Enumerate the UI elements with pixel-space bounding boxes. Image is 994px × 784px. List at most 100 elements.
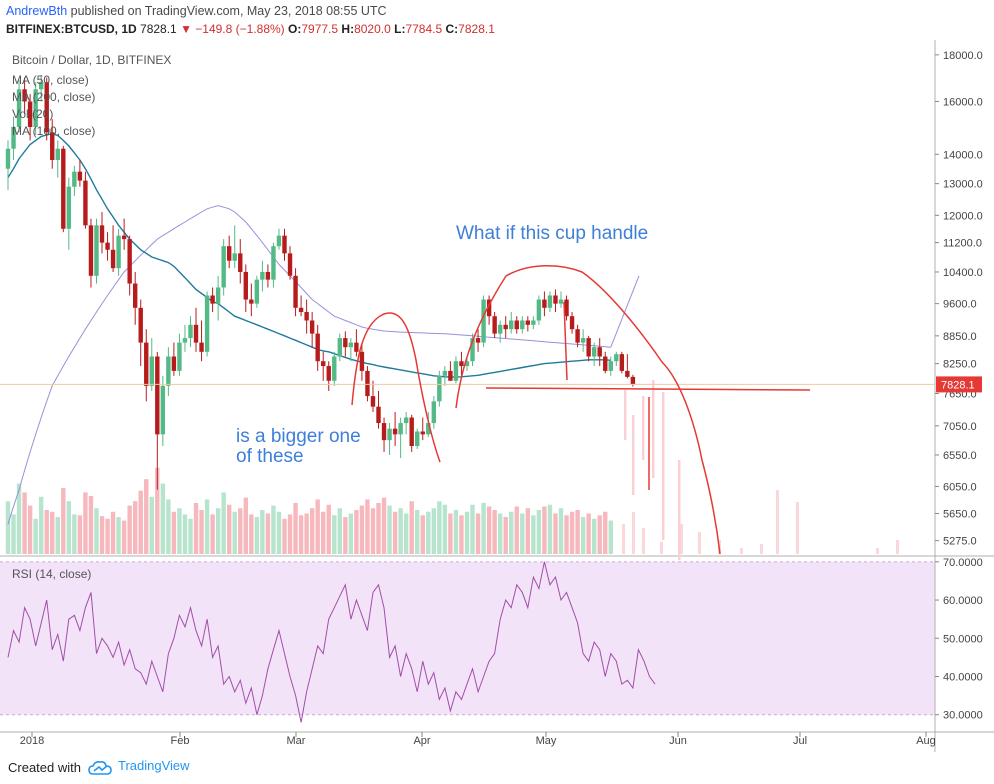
volume-bar [304,513,309,554]
volume-bar [398,508,403,554]
candle-body [403,417,409,424]
candle [321,351,326,381]
candle [398,417,403,458]
candle [619,351,625,374]
volume-bar [315,499,320,554]
candle-body [470,338,475,362]
volume-bar [740,548,743,554]
volume-bar [99,516,105,554]
volume-bar [33,518,38,554]
close-label: C: [445,22,459,36]
candle [16,79,22,133]
candle-body [381,423,387,441]
candle [132,271,138,325]
candle [309,311,315,348]
volume-bar [348,513,354,554]
candle-body [193,324,199,343]
time-tick-label: May [536,735,557,747]
candle-body [431,401,437,424]
price-tick-label: 18000.0 [943,50,983,62]
candle [88,218,94,288]
candle-body [11,127,16,149]
volume-bar [121,520,127,554]
projection-bar [678,460,681,560]
handle-left-line [563,301,568,381]
candle-body [99,225,105,243]
low-value: 7784.5 [405,22,443,36]
candle [155,351,160,490]
candle-body [575,329,580,343]
candle-body [481,299,486,343]
price-tick-label: 16000.0 [943,96,983,108]
candle [166,347,171,397]
candle [315,324,320,371]
candle-body [105,242,110,250]
chart-area[interactable]: 18000.0 16000.0 14000.0 13000.0 12000.0 11200… [0,40,994,752]
volume-bar [365,499,370,554]
volume-bar [420,515,425,554]
candle [105,232,110,261]
candle [597,338,602,367]
candle-body [614,354,619,362]
volume-bar [127,505,132,554]
candle-body [243,271,248,300]
volume-bar [431,508,437,554]
time-tick-label: Jul [793,735,807,747]
volume-bar [238,508,243,554]
volume-bar [796,502,799,554]
volume-bar [492,510,497,554]
candle [591,342,597,367]
tradingview-brand[interactable]: TradingView [118,758,190,773]
candle-body [94,225,99,276]
volume-bar [132,501,138,554]
candle-body [542,299,547,308]
volume-bar [453,510,459,554]
candle [420,417,425,441]
candle-body [188,324,193,339]
volume-bar [11,514,16,554]
candle-body [442,370,448,376]
price-tick-label: 8250.0 [943,359,977,371]
candle [138,299,143,367]
price-tick-label: 8850.0 [943,331,977,343]
candle-body [160,385,166,435]
candle-body [497,324,503,334]
candle [171,342,177,376]
candle [569,311,575,334]
volume-bar [370,508,376,554]
author-link[interactable]: AndrewBth [6,4,68,18]
candle [232,225,237,269]
candle [553,289,558,312]
candle [603,351,608,374]
candle [376,390,381,429]
candle-body [531,320,536,325]
candle [94,218,99,284]
candle-body [304,311,309,321]
volume-bar [509,511,514,554]
volume-bar [564,515,569,554]
rsi-legend: RSI (14, close) [12,567,91,581]
volume-bar [243,497,248,554]
candle [475,329,481,352]
candle-body [204,295,210,352]
volume-bar [660,542,663,554]
candle [271,242,276,288]
candle [481,295,486,348]
projection-bar [642,396,645,460]
price-tick-label: 10400.0 [943,267,983,279]
candle-body [520,320,525,330]
candle-body [38,82,44,90]
candle-body [265,271,271,280]
candle [359,342,365,381]
candle [586,335,591,362]
candle-body [5,148,11,169]
candle-body [514,320,519,330]
volume-bar [204,499,210,554]
time-tick-label: 2018 [20,735,44,747]
volume-bar [459,515,464,554]
volume-bar [171,511,177,554]
close-value: 7828.1 [458,22,495,36]
volume-bar [215,508,221,554]
last-price: 7828.1 [140,22,177,36]
chart-title: Bitcoin / Dollar, 1D, BITFINEX [12,53,171,67]
